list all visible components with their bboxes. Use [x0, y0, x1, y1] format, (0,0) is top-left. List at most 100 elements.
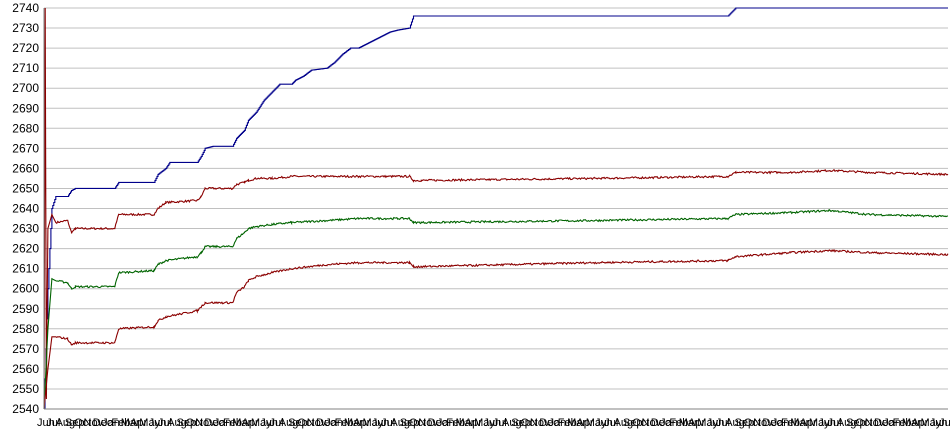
x-tick-label: Jun — [37, 417, 55, 429]
x-tick-label: Aug — [837, 417, 857, 429]
x-tick-label: Mar — [679, 417, 698, 429]
series-line — [43, 7, 949, 410]
x-tick-label: May — [139, 417, 160, 429]
x-tick-label: Nov — [418, 417, 438, 429]
y-tick-label: 2710 — [12, 61, 39, 75]
x-tick-label: Mar — [790, 417, 809, 429]
x-tick-label: Apr — [353, 417, 370, 429]
x-tick-label: Sep — [400, 417, 420, 429]
y-tick-label: 2640 — [12, 202, 39, 216]
x-tick-label: Dec — [93, 417, 113, 429]
y-tick-label: 2570 — [12, 342, 39, 356]
x-tick-label: Jan — [883, 417, 901, 429]
x-tick-label: Jan — [772, 417, 790, 429]
x-tick-label: Feb — [111, 417, 130, 429]
y-tick-label: 2540 — [12, 402, 39, 416]
x-tick-label: Feb — [669, 417, 688, 429]
x-tick-label: Oct — [297, 417, 314, 429]
x-tick-label: Oct — [521, 417, 538, 429]
x-tick-label: Oct — [409, 417, 426, 429]
y-tick-label: 2560 — [12, 362, 39, 376]
x-tick-label: Apr — [800, 417, 817, 429]
x-tick-label: Dec — [204, 417, 224, 429]
y-tick-label: 2720 — [12, 41, 39, 55]
y-axis-ticks: 2540 2550 2560 2570 2580 2590 2600 2610 2620 2630… — [12, 1, 39, 416]
x-tick-label: Sep — [511, 417, 531, 429]
x-tick-label: Nov — [642, 417, 662, 429]
x-tick-label: May — [251, 417, 272, 429]
x-tick-label: Feb — [893, 417, 912, 429]
x-tick-label: Jul — [381, 417, 395, 429]
x-tick-label: Jun — [595, 417, 613, 429]
x-tick-label: Jan — [102, 417, 120, 429]
x-tick-label: Oct — [855, 417, 872, 429]
y-tick-label: 2620 — [12, 242, 39, 256]
x-tick-label: Nov — [84, 417, 104, 429]
x-tick-label: Jan — [437, 417, 455, 429]
x-tick-label: Jul — [158, 417, 172, 429]
x-tick-label: Jul — [828, 417, 842, 429]
y-tick-label: 2680 — [12, 121, 39, 135]
x-tick-label: Aug — [614, 417, 634, 429]
x-tick-label: Aug — [725, 417, 745, 429]
x-tick-label: Sep — [288, 417, 308, 429]
x-tick-label: Jul — [939, 417, 950, 429]
x-tick-label: Apr — [130, 417, 147, 429]
x-tick-label: Apr — [688, 417, 705, 429]
x-tick-label: Jul — [493, 417, 507, 429]
x-tick-label: Feb — [781, 417, 800, 429]
x-tick-label: Nov — [530, 417, 550, 429]
x-tick-label: Apr — [911, 417, 928, 429]
x-tick-label: Dec — [874, 417, 894, 429]
x-tick-label: Apr — [465, 417, 482, 429]
x-tick-label: Feb — [558, 417, 577, 429]
x-tick-label: Feb — [446, 417, 465, 429]
x-tick-label: Mar — [902, 417, 921, 429]
x-tick-label: Oct — [744, 417, 761, 429]
x-tick-label: Aug — [390, 417, 410, 429]
x-tick-label: Nov — [195, 417, 215, 429]
x-tick-label: Sep — [177, 417, 197, 429]
x-tick-label: Mar — [344, 417, 363, 429]
x-tick-label: Jun — [372, 417, 390, 429]
y-tick-label: 2650 — [12, 181, 39, 195]
x-tick-label: Jan — [325, 417, 343, 429]
x-tick-label: Mar — [456, 417, 475, 429]
y-tick-label: 2700 — [12, 81, 39, 95]
x-tick-label: Apr — [242, 417, 259, 429]
x-tick-label: Mar — [232, 417, 251, 429]
y-tick-label: 2630 — [12, 222, 39, 236]
x-tick-label: Mar — [121, 417, 140, 429]
x-tick-label: Feb — [335, 417, 354, 429]
y-tick-label: 2600 — [12, 282, 39, 296]
x-tick-label: Feb — [223, 417, 242, 429]
x-tick-label: May — [921, 417, 942, 429]
x-tick-label: Oct — [186, 417, 203, 429]
x-tick-label: Mar — [567, 417, 586, 429]
y-tick-label: 2670 — [12, 141, 39, 155]
x-tick-label: Aug — [502, 417, 522, 429]
x-tick-label: Jul — [716, 417, 730, 429]
x-tick-label: Sep — [846, 417, 866, 429]
x-tick-label: Oct — [74, 417, 91, 429]
x-tick-label: Sep — [65, 417, 85, 429]
x-tick-label: Jun — [483, 417, 501, 429]
gridlines — [44, 7, 948, 410]
x-tick-label: Aug — [167, 417, 187, 429]
x-tick-label: Jan — [660, 417, 678, 429]
x-tick-label: Dec — [539, 417, 559, 429]
x-axis-ticks: JunJulAugSepOctNovDecJanFebMarAprMayJunJ… — [37, 417, 950, 429]
series-line — [43, 208, 949, 410]
x-tick-label: Nov — [753, 417, 773, 429]
x-tick-label: Jul — [270, 417, 284, 429]
x-tick-label: Jun — [930, 417, 948, 429]
x-tick-label: Aug — [279, 417, 299, 429]
x-tick-label: Apr — [576, 417, 593, 429]
x-tick-label: May — [586, 417, 607, 429]
y-tick-label: 2660 — [12, 161, 39, 175]
x-tick-label: Jun — [149, 417, 167, 429]
y-tick-label: 2610 — [12, 262, 39, 276]
x-tick-label: May — [697, 417, 718, 429]
y-tick-label: 2690 — [12, 101, 39, 115]
